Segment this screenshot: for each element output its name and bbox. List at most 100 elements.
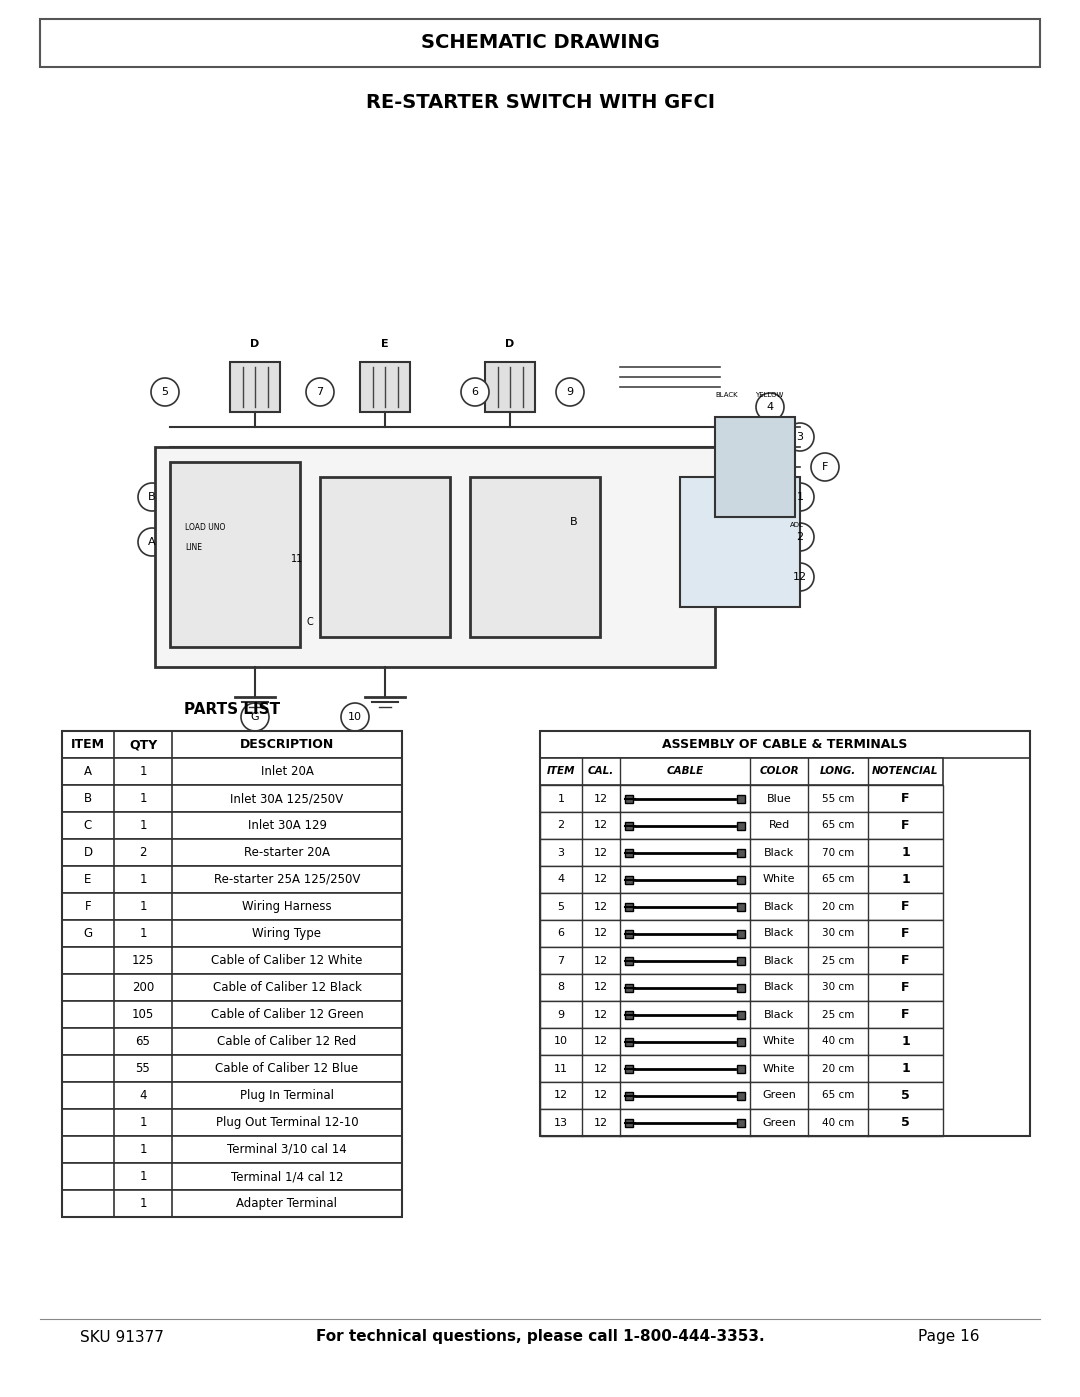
Text: 9: 9 — [557, 1010, 565, 1020]
Text: For technical questions, please call 1-800-444-3353.: For technical questions, please call 1-8… — [315, 1330, 765, 1344]
Bar — [62, 731, 402, 759]
Text: COLOR: COLOR — [759, 767, 799, 777]
Bar — [737, 902, 745, 911]
Text: 200: 200 — [132, 981, 154, 995]
Text: LINE: LINE — [185, 542, 202, 552]
Text: 20 cm: 20 cm — [822, 1063, 854, 1073]
Bar — [625, 983, 633, 992]
Bar — [625, 902, 633, 911]
Text: Inlet 30A 125/250V: Inlet 30A 125/250V — [230, 792, 343, 805]
Text: 9: 9 — [566, 387, 573, 397]
Text: 12: 12 — [594, 982, 608, 992]
Text: 70 cm: 70 cm — [822, 848, 854, 858]
Text: 2: 2 — [557, 820, 565, 830]
Text: G: G — [251, 712, 259, 722]
Text: 1: 1 — [139, 1116, 147, 1129]
Text: 10: 10 — [554, 1037, 568, 1046]
Text: B: B — [570, 517, 578, 527]
Text: 20 cm: 20 cm — [822, 901, 854, 911]
Bar — [62, 1055, 402, 1083]
Text: 65 cm: 65 cm — [822, 820, 854, 830]
Bar — [540, 759, 943, 785]
Text: 4: 4 — [767, 402, 773, 412]
Text: 65: 65 — [136, 1035, 150, 1048]
Text: Re-starter 20A: Re-starter 20A — [244, 847, 330, 859]
Text: F: F — [901, 954, 909, 967]
Text: DESCRIPTION: DESCRIPTION — [240, 738, 334, 752]
Text: 1: 1 — [797, 492, 804, 502]
Bar — [62, 893, 402, 921]
Bar — [540, 921, 943, 947]
Text: Green: Green — [762, 1091, 796, 1101]
Bar — [62, 1162, 402, 1190]
Text: 12: 12 — [793, 571, 807, 583]
Text: E: E — [381, 339, 389, 349]
Text: 1: 1 — [139, 900, 147, 914]
Text: D: D — [251, 339, 259, 349]
Text: 40 cm: 40 cm — [822, 1118, 854, 1127]
Text: Black: Black — [764, 929, 794, 939]
Bar — [62, 731, 402, 1217]
Bar — [737, 876, 745, 883]
Bar — [737, 1091, 745, 1099]
Bar — [737, 795, 745, 802]
Circle shape — [151, 379, 179, 407]
Text: RE-STARTER SWITCH WITH GFCI: RE-STARTER SWITCH WITH GFCI — [365, 92, 715, 112]
Text: 1: 1 — [557, 793, 565, 803]
Text: 5: 5 — [557, 901, 565, 911]
Text: 5: 5 — [162, 387, 168, 397]
Text: F: F — [901, 981, 909, 995]
Text: 55: 55 — [136, 1062, 150, 1076]
Text: 12: 12 — [594, 875, 608, 884]
Text: 105: 105 — [132, 1009, 154, 1021]
Bar — [470, 476, 600, 637]
Bar — [540, 947, 943, 974]
Bar — [625, 1091, 633, 1099]
Text: Page 16: Page 16 — [918, 1330, 980, 1344]
Text: 25 cm: 25 cm — [822, 1010, 854, 1020]
Bar — [737, 957, 745, 964]
Text: G: G — [83, 928, 93, 940]
Text: 40 cm: 40 cm — [822, 1037, 854, 1046]
Bar — [625, 1119, 633, 1126]
Circle shape — [786, 423, 814, 451]
Text: ITEM: ITEM — [71, 738, 105, 752]
Text: 5: 5 — [901, 1116, 909, 1129]
Text: LOAD UNO: LOAD UNO — [185, 522, 226, 531]
Text: 12: 12 — [594, 848, 608, 858]
Bar — [540, 1028, 943, 1055]
Text: 125: 125 — [132, 954, 154, 967]
Bar — [625, 876, 633, 883]
Bar — [62, 1190, 402, 1217]
Circle shape — [287, 549, 307, 569]
Text: Terminal 3/10 cal 14: Terminal 3/10 cal 14 — [227, 1143, 347, 1155]
Bar — [737, 1038, 745, 1045]
Bar — [62, 921, 402, 947]
Text: Blue: Blue — [767, 793, 792, 803]
Text: 11: 11 — [554, 1063, 568, 1073]
Circle shape — [341, 703, 369, 731]
Circle shape — [241, 703, 269, 731]
Bar — [715, 416, 795, 517]
Text: B: B — [148, 492, 156, 502]
Text: Black: Black — [764, 956, 794, 965]
Bar — [540, 812, 943, 840]
Text: 3: 3 — [797, 432, 804, 441]
Text: 2: 2 — [796, 532, 804, 542]
Bar — [62, 812, 402, 840]
Bar — [540, 866, 943, 893]
Text: White: White — [762, 1037, 795, 1046]
Text: 12: 12 — [594, 1118, 608, 1127]
Bar — [625, 1038, 633, 1045]
Circle shape — [786, 483, 814, 511]
Bar — [625, 957, 633, 964]
Text: 6: 6 — [557, 929, 565, 939]
Text: Cable of Caliber 12 Blue: Cable of Caliber 12 Blue — [215, 1062, 359, 1076]
Bar — [62, 1083, 402, 1109]
Text: F: F — [901, 792, 909, 805]
Text: 10: 10 — [348, 712, 362, 722]
Bar — [737, 821, 745, 830]
Text: Green: Green — [762, 1118, 796, 1127]
Bar — [230, 362, 280, 412]
Bar — [360, 362, 410, 412]
